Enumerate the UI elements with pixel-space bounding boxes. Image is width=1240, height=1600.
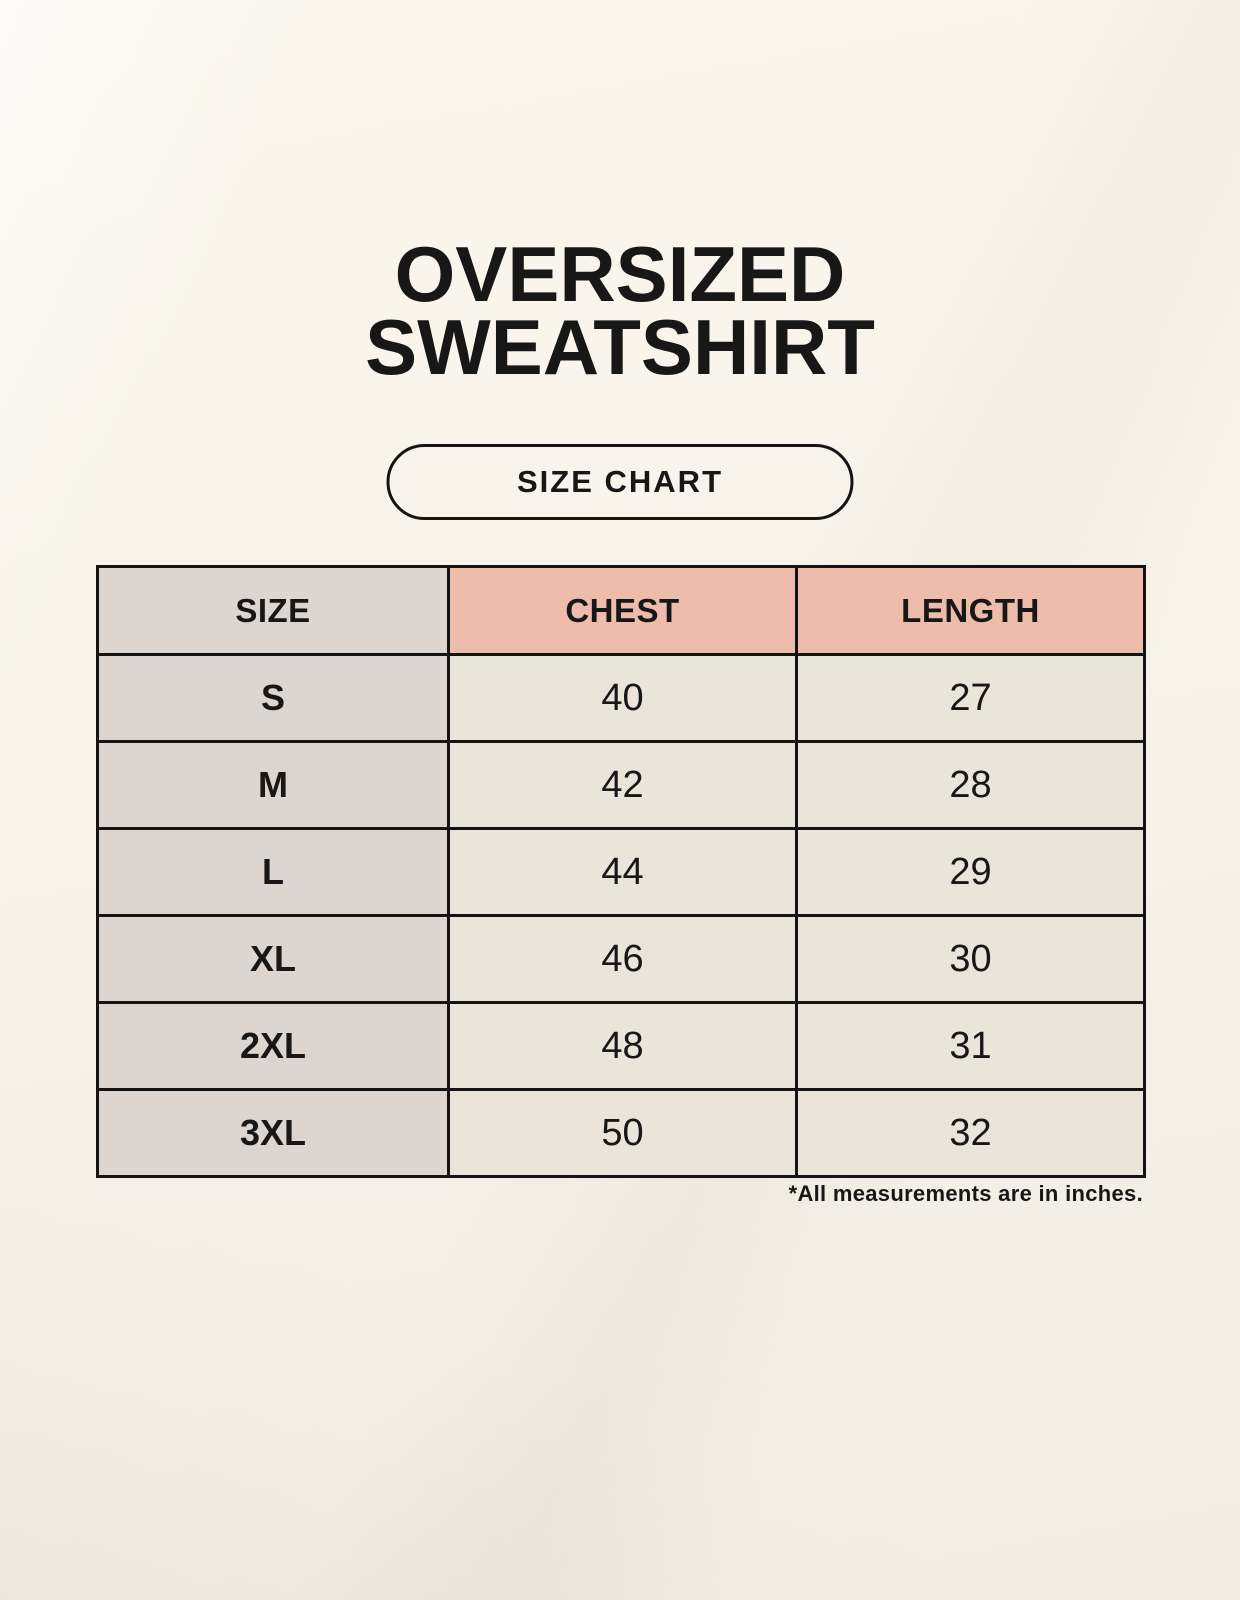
table-row-2xl: 2XL 48 31 — [96, 1001, 1146, 1091]
size-label: XL — [96, 914, 450, 1004]
length-value: 29 — [795, 827, 1146, 917]
table-header-row: SIZE CHEST LENGTH — [96, 565, 1146, 656]
size-table: SIZE CHEST LENGTH S 40 27 M 42 28 L 44 2… — [96, 565, 1146, 1178]
column-header-length: LENGTH — [795, 565, 1146, 656]
chest-value: 50 — [447, 1088, 798, 1178]
size-label: 3XL — [96, 1088, 450, 1178]
table-row-3xl: 3XL 50 32 — [96, 1088, 1146, 1178]
table-row-l: L 44 29 — [96, 827, 1146, 917]
chest-value: 42 — [447, 740, 798, 830]
size-chart-badge: SIZE CHART — [386, 444, 854, 520]
size-chart-badge-label: SIZE CHART — [517, 464, 723, 499]
length-value: 27 — [795, 653, 1146, 743]
chest-value: 44 — [447, 827, 798, 917]
length-value: 32 — [795, 1088, 1146, 1178]
measurements-footnote: *All measurements are in inches. — [788, 1181, 1143, 1206]
length-value: 28 — [795, 740, 1146, 830]
product-title-line-2: SWEATSHIRT — [365, 303, 875, 391]
chest-value: 40 — [447, 653, 798, 743]
table-row-xl: XL 46 30 — [96, 914, 1146, 1004]
product-title-line-1: OVERSIZED — [394, 230, 846, 318]
column-header-chest: CHEST — [447, 565, 798, 656]
length-value: 31 — [795, 1001, 1146, 1091]
chest-value: 46 — [447, 914, 798, 1004]
product-title: OVERSIZED SWEATSHIRT — [0, 230, 1240, 391]
chest-value: 48 — [447, 1001, 798, 1091]
table-row-s: S 40 27 — [96, 653, 1146, 743]
size-label: L — [96, 827, 450, 917]
size-label: M — [96, 740, 450, 830]
column-header-size: SIZE — [96, 565, 450, 656]
size-label: S — [96, 653, 450, 743]
length-value: 30 — [795, 914, 1146, 1004]
size-label: 2XL — [96, 1001, 450, 1091]
table-row-m: M 42 28 — [96, 740, 1146, 830]
